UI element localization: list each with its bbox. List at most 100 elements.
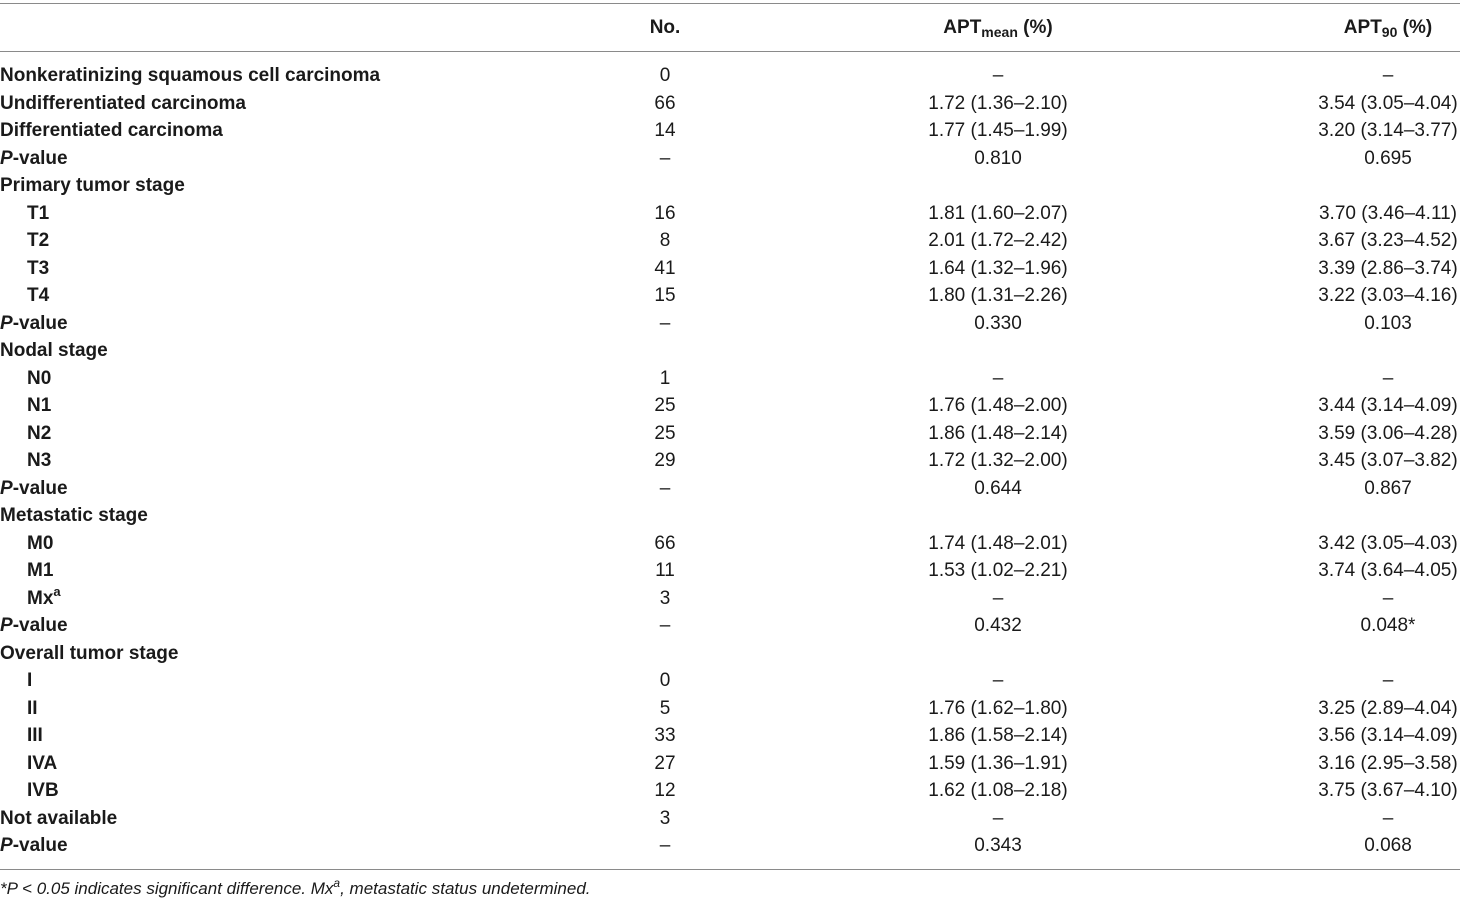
cell-apt-90: 3.67 (3.23–4.52) (1318, 230, 1458, 251)
header-apt-90-sub: 90 (1381, 24, 1398, 40)
cell-apt-mean: 1.74 (1.48–2.01) (928, 532, 1068, 554)
row-label-text: T4 (27, 285, 50, 306)
cell-apt-mean: 1.62 (1.08–2.18) (928, 780, 1068, 801)
subcategory-row: N3 29 1.72 (1.32–2.00) 3.45 (3.07–3.82) (0, 447, 1460, 475)
row-label-text: N2 (27, 422, 52, 444)
row-label-text: T2 (27, 230, 50, 251)
row-label: Overall tumor stage (0, 640, 178, 668)
cell-apt-mean: 1.77 (1.45–1.99) (928, 120, 1068, 141)
cell-apt-mean: 0.810 (974, 147, 1022, 169)
cell-apt-mean: 1.76 (1.48–2.00) (928, 395, 1068, 416)
header-apt-90-base: APT (1343, 17, 1382, 38)
cell-apt-mean: 0.330 (974, 312, 1022, 334)
subcategory-row: N0 1 – – (0, 365, 1460, 393)
cell-no: 3 (659, 587, 671, 609)
cell-apt-mean: 1.59 (1.36–1.91) (928, 752, 1068, 774)
row-label-text: Not available (0, 807, 118, 829)
row-label: N0 (27, 365, 51, 393)
subcategory-row: II 5 1.76 (1.62–1.80) 3.25 (2.89–4.04) (0, 695, 1460, 723)
cell-no: 41 (654, 257, 676, 279)
cell-apt-90: 0.048* (1360, 615, 1416, 636)
cell-no: 1 (659, 367, 671, 389)
category-row: Metastatic stage (0, 502, 1460, 530)
row-label: N3 (27, 447, 51, 475)
cell-no: 15 (654, 285, 676, 306)
subcategory-row: M1 11 1.53 (1.02–2.21) 3.74 (3.64–4.05) (0, 557, 1460, 585)
cell-no: – (659, 477, 671, 499)
category-row: Primary tumor stage (0, 172, 1460, 200)
row-label: Nonkeratinizing squamous cell carcinoma (0, 62, 380, 90)
cell-apt-90: – (1382, 670, 1394, 691)
cell-apt-90: 3.22 (3.03–4.16) (1318, 285, 1458, 306)
label-superscript: a (53, 583, 61, 599)
row-label: I (27, 667, 32, 695)
cell-apt-90: 3.59 (3.06–4.28) (1318, 422, 1458, 444)
p-value-row: P-value – 0.343 0.068 (0, 832, 1460, 860)
cell-no: 14 (654, 120, 676, 141)
row-label: Mxa (27, 585, 61, 613)
cell-apt-mean: – (992, 587, 1004, 609)
cell-apt-90: 0.867 (1364, 477, 1412, 499)
subcategory-row: IVA 27 1.59 (1.36–1.91) 3.16 (2.95–3.58) (0, 750, 1460, 778)
cell-no: – (659, 312, 671, 334)
cell-apt-90: 3.42 (3.05–4.03) (1318, 532, 1458, 554)
cell-no: 0 (659, 670, 671, 691)
bottom-rule (0, 869, 1460, 870)
category-row: Overall tumor stage (0, 640, 1460, 668)
header-rule (0, 51, 1460, 52)
subcategory-row: N2 25 1.86 (1.48–2.14) 3.59 (3.06–4.28) (0, 420, 1460, 448)
cell-apt-90: 0.695 (1364, 147, 1412, 169)
row-label: II (27, 695, 38, 723)
cell-no: 11 (655, 560, 675, 581)
row-label: IVA (27, 750, 57, 778)
cell-apt-90: – (1382, 367, 1394, 389)
cell-apt-mean: 1.80 (1.31–2.26) (928, 285, 1068, 306)
row-label-text: N3 (27, 450, 52, 471)
cell-apt-mean: 1.53 (1.02–2.21) (928, 560, 1068, 581)
footnote-sup: a (333, 876, 341, 890)
row-label: P-value (0, 832, 68, 860)
row-label: Metastatic stage (0, 502, 148, 530)
row-label-text: -value (12, 312, 68, 334)
row-label-text: Metastatic stage (0, 505, 148, 526)
cell-apt-mean: 0.644 (974, 477, 1022, 499)
cell-apt-90: 3.44 (3.14–4.09) (1318, 395, 1458, 416)
top-rule (0, 3, 1460, 4)
cell-no: 0 (659, 65, 671, 86)
cell-apt-90: 0.068 (1364, 835, 1412, 856)
row-label-text: N1 (27, 395, 52, 416)
p-symbol: P (0, 312, 13, 334)
p-value-row: P-value – 0.432 0.048* (0, 612, 1460, 640)
category-row: Not available 3 – – (0, 805, 1460, 833)
category-row: Differentiated carcinoma 14 1.77 (1.45–1.9… (0, 117, 1460, 145)
category-row: Nonkeratinizing squamous cell carcinoma 0… (0, 62, 1460, 90)
cell-no: 12 (654, 780, 676, 801)
cell-no: – (659, 835, 671, 856)
subcategory-row: III 33 1.86 (1.58–2.14) 3.56 (3.14–4.09) (0, 722, 1460, 750)
row-label: Differentiated carcinoma (0, 117, 223, 145)
row-label-text: -value (12, 615, 68, 636)
cell-apt-mean: 1.64 (1.32–1.96) (928, 257, 1068, 279)
row-label-text: I (27, 670, 33, 691)
row-label-text: Differentiated carcinoma (0, 120, 223, 141)
subcategory-row: T1 16 1.81 (1.60–2.07) 3.70 (3.46–4.11) (0, 200, 1460, 228)
cell-apt-mean: 0.343 (974, 835, 1022, 856)
row-label-text: -value (12, 477, 68, 499)
cell-apt-mean: – (992, 367, 1004, 389)
cell-apt-mean: – (992, 807, 1004, 829)
header-apt-mean-base: APT (943, 17, 982, 38)
row-label: III (27, 722, 43, 750)
row-label: M0 (27, 530, 53, 558)
row-label: T4 (27, 282, 49, 310)
row-label: Undifferentiated carcinoma (0, 90, 246, 118)
cell-apt-90: 3.56 (3.14–4.09) (1318, 725, 1458, 746)
row-label-text: Undifferentiated carcinoma (0, 92, 246, 114)
row-label-text: Nonkeratinizing squamous cell carcinoma (0, 65, 381, 86)
cell-apt-90: – (1382, 807, 1394, 829)
header-no: No. (649, 17, 681, 38)
p-symbol: P (0, 477, 13, 499)
cell-no: 25 (654, 395, 676, 416)
header-apt-mean: APTmean (%) (910, 16, 1086, 40)
cell-apt-90: 3.45 (3.07–3.82) (1318, 450, 1458, 471)
